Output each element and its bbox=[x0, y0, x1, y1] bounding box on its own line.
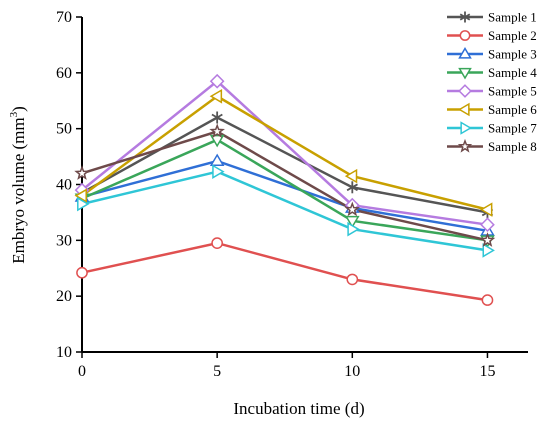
legend-label: Sample 1 bbox=[488, 10, 537, 25]
data-point-sample-7 bbox=[212, 164, 225, 179]
data-point-sample-6 bbox=[74, 188, 87, 203]
legend-item-sample-3: Sample 3 bbox=[447, 47, 537, 62]
data-point-sample-8 bbox=[344, 201, 361, 217]
legend-marker bbox=[459, 30, 471, 41]
data-point-sample-1 bbox=[346, 181, 358, 194]
data-point-sample-6 bbox=[344, 168, 358, 184]
data-point-sample-3 bbox=[209, 153, 225, 166]
legend-label: Sample 6 bbox=[488, 102, 537, 117]
y-axis-title-superscript: 3 bbox=[8, 111, 20, 117]
legend-label: Sample 2 bbox=[488, 28, 537, 43]
series-line-sample-6 bbox=[81, 94, 488, 211]
series-line-sample-8 bbox=[81, 130, 488, 242]
legend-label: Sample 8 bbox=[488, 139, 537, 154]
series-line-sample-4 bbox=[81, 138, 488, 242]
data-point-sample-1 bbox=[211, 111, 223, 124]
series-line-sample-7 bbox=[81, 170, 488, 252]
y-tick-label: 40 bbox=[56, 177, 72, 194]
series-line-sample-1 bbox=[81, 116, 488, 214]
y-axis-title-close: ) bbox=[9, 106, 28, 112]
series-line-sample-5 bbox=[81, 79, 488, 226]
y-axis-title-main: Embryo volume (mm bbox=[9, 117, 28, 263]
chart-legend: Sample 1 Sample 2 Sample 3 Sample 4 Sample 5… bbox=[447, 10, 537, 154]
legend-marker bbox=[459, 11, 471, 23]
chart-markers bbox=[74, 73, 496, 306]
data-point-sample-8 bbox=[209, 123, 225, 139]
chart-axes: 10 20 30 40 50 60 70 0 5 10 15 bbox=[56, 9, 528, 380]
legend-item-sample-5: Sample 5 bbox=[447, 84, 537, 99]
data-point-sample-4 bbox=[209, 134, 225, 148]
data-point-sample-8 bbox=[74, 165, 90, 180]
legend-item-sample-2: Sample 2 bbox=[447, 28, 537, 43]
x-tick-label: 0 bbox=[78, 363, 86, 380]
legend-marker bbox=[458, 102, 470, 117]
x-tick-label: 15 bbox=[479, 363, 495, 380]
y-tick-label: 20 bbox=[56, 288, 72, 305]
legend-label: Sample 4 bbox=[488, 65, 537, 80]
data-point-sample-5 bbox=[209, 73, 225, 89]
data-point-sample-6 bbox=[479, 202, 493, 217]
legend-marker bbox=[458, 47, 472, 59]
y-tick-label: 50 bbox=[56, 121, 72, 138]
x-tick-label: 10 bbox=[344, 363, 360, 380]
legend-item-sample-7: Sample 7 bbox=[447, 121, 537, 136]
data-point-sample-2 bbox=[76, 266, 88, 279]
data-point-sample-2 bbox=[211, 237, 224, 249]
legend-marker bbox=[458, 67, 472, 80]
data-point-sample-5 bbox=[480, 217, 495, 233]
data-point-sample-2 bbox=[346, 273, 359, 286]
legend-marker bbox=[457, 138, 473, 153]
legend-item-sample-8: Sample 8 bbox=[447, 138, 537, 154]
legend-label: Sample 7 bbox=[488, 121, 537, 136]
data-point-sample-2 bbox=[481, 294, 494, 306]
legend-item-sample-4: Sample 4 bbox=[447, 65, 537, 80]
chart-series-lines bbox=[81, 79, 488, 302]
series-line-sample-2 bbox=[81, 241, 488, 302]
legend-marker bbox=[458, 84, 472, 98]
x-axis-title: Incubation time (d) bbox=[233, 399, 364, 418]
legend-item-sample-1: Sample 1 bbox=[447, 10, 537, 25]
y-tick-label: 30 bbox=[56, 232, 72, 249]
data-point-sample-8 bbox=[479, 232, 496, 247]
y-tick-label: 10 bbox=[56, 344, 72, 361]
x-tick-label: 5 bbox=[213, 363, 221, 380]
data-point-sample-7 bbox=[482, 243, 495, 258]
legend-item-sample-6: Sample 6 bbox=[447, 102, 537, 117]
legend-marker bbox=[460, 121, 472, 135]
y-tick-label: 70 bbox=[56, 9, 72, 26]
legend-label: Sample 3 bbox=[488, 47, 537, 62]
y-tick-label: 60 bbox=[56, 65, 72, 82]
legend-label: Sample 5 bbox=[488, 84, 537, 99]
data-point-sample-4 bbox=[344, 215, 360, 229]
data-point-sample-7 bbox=[347, 221, 360, 237]
data-point-sample-6 bbox=[209, 88, 223, 104]
series-line-sample-3 bbox=[81, 159, 488, 233]
y-axis-title: Embryo volume (mm3) bbox=[8, 106, 28, 264]
data-point-sample-7 bbox=[77, 196, 90, 212]
